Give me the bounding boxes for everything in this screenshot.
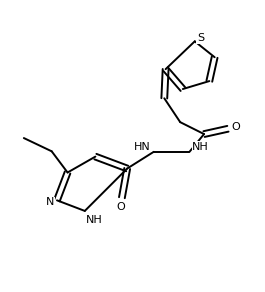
Text: S: S: [197, 33, 204, 43]
Text: O: O: [116, 202, 125, 212]
Text: HN: HN: [134, 142, 151, 152]
Text: N: N: [46, 197, 55, 207]
Text: NH: NH: [192, 142, 209, 152]
Text: NH: NH: [86, 215, 103, 225]
Text: O: O: [231, 122, 240, 133]
